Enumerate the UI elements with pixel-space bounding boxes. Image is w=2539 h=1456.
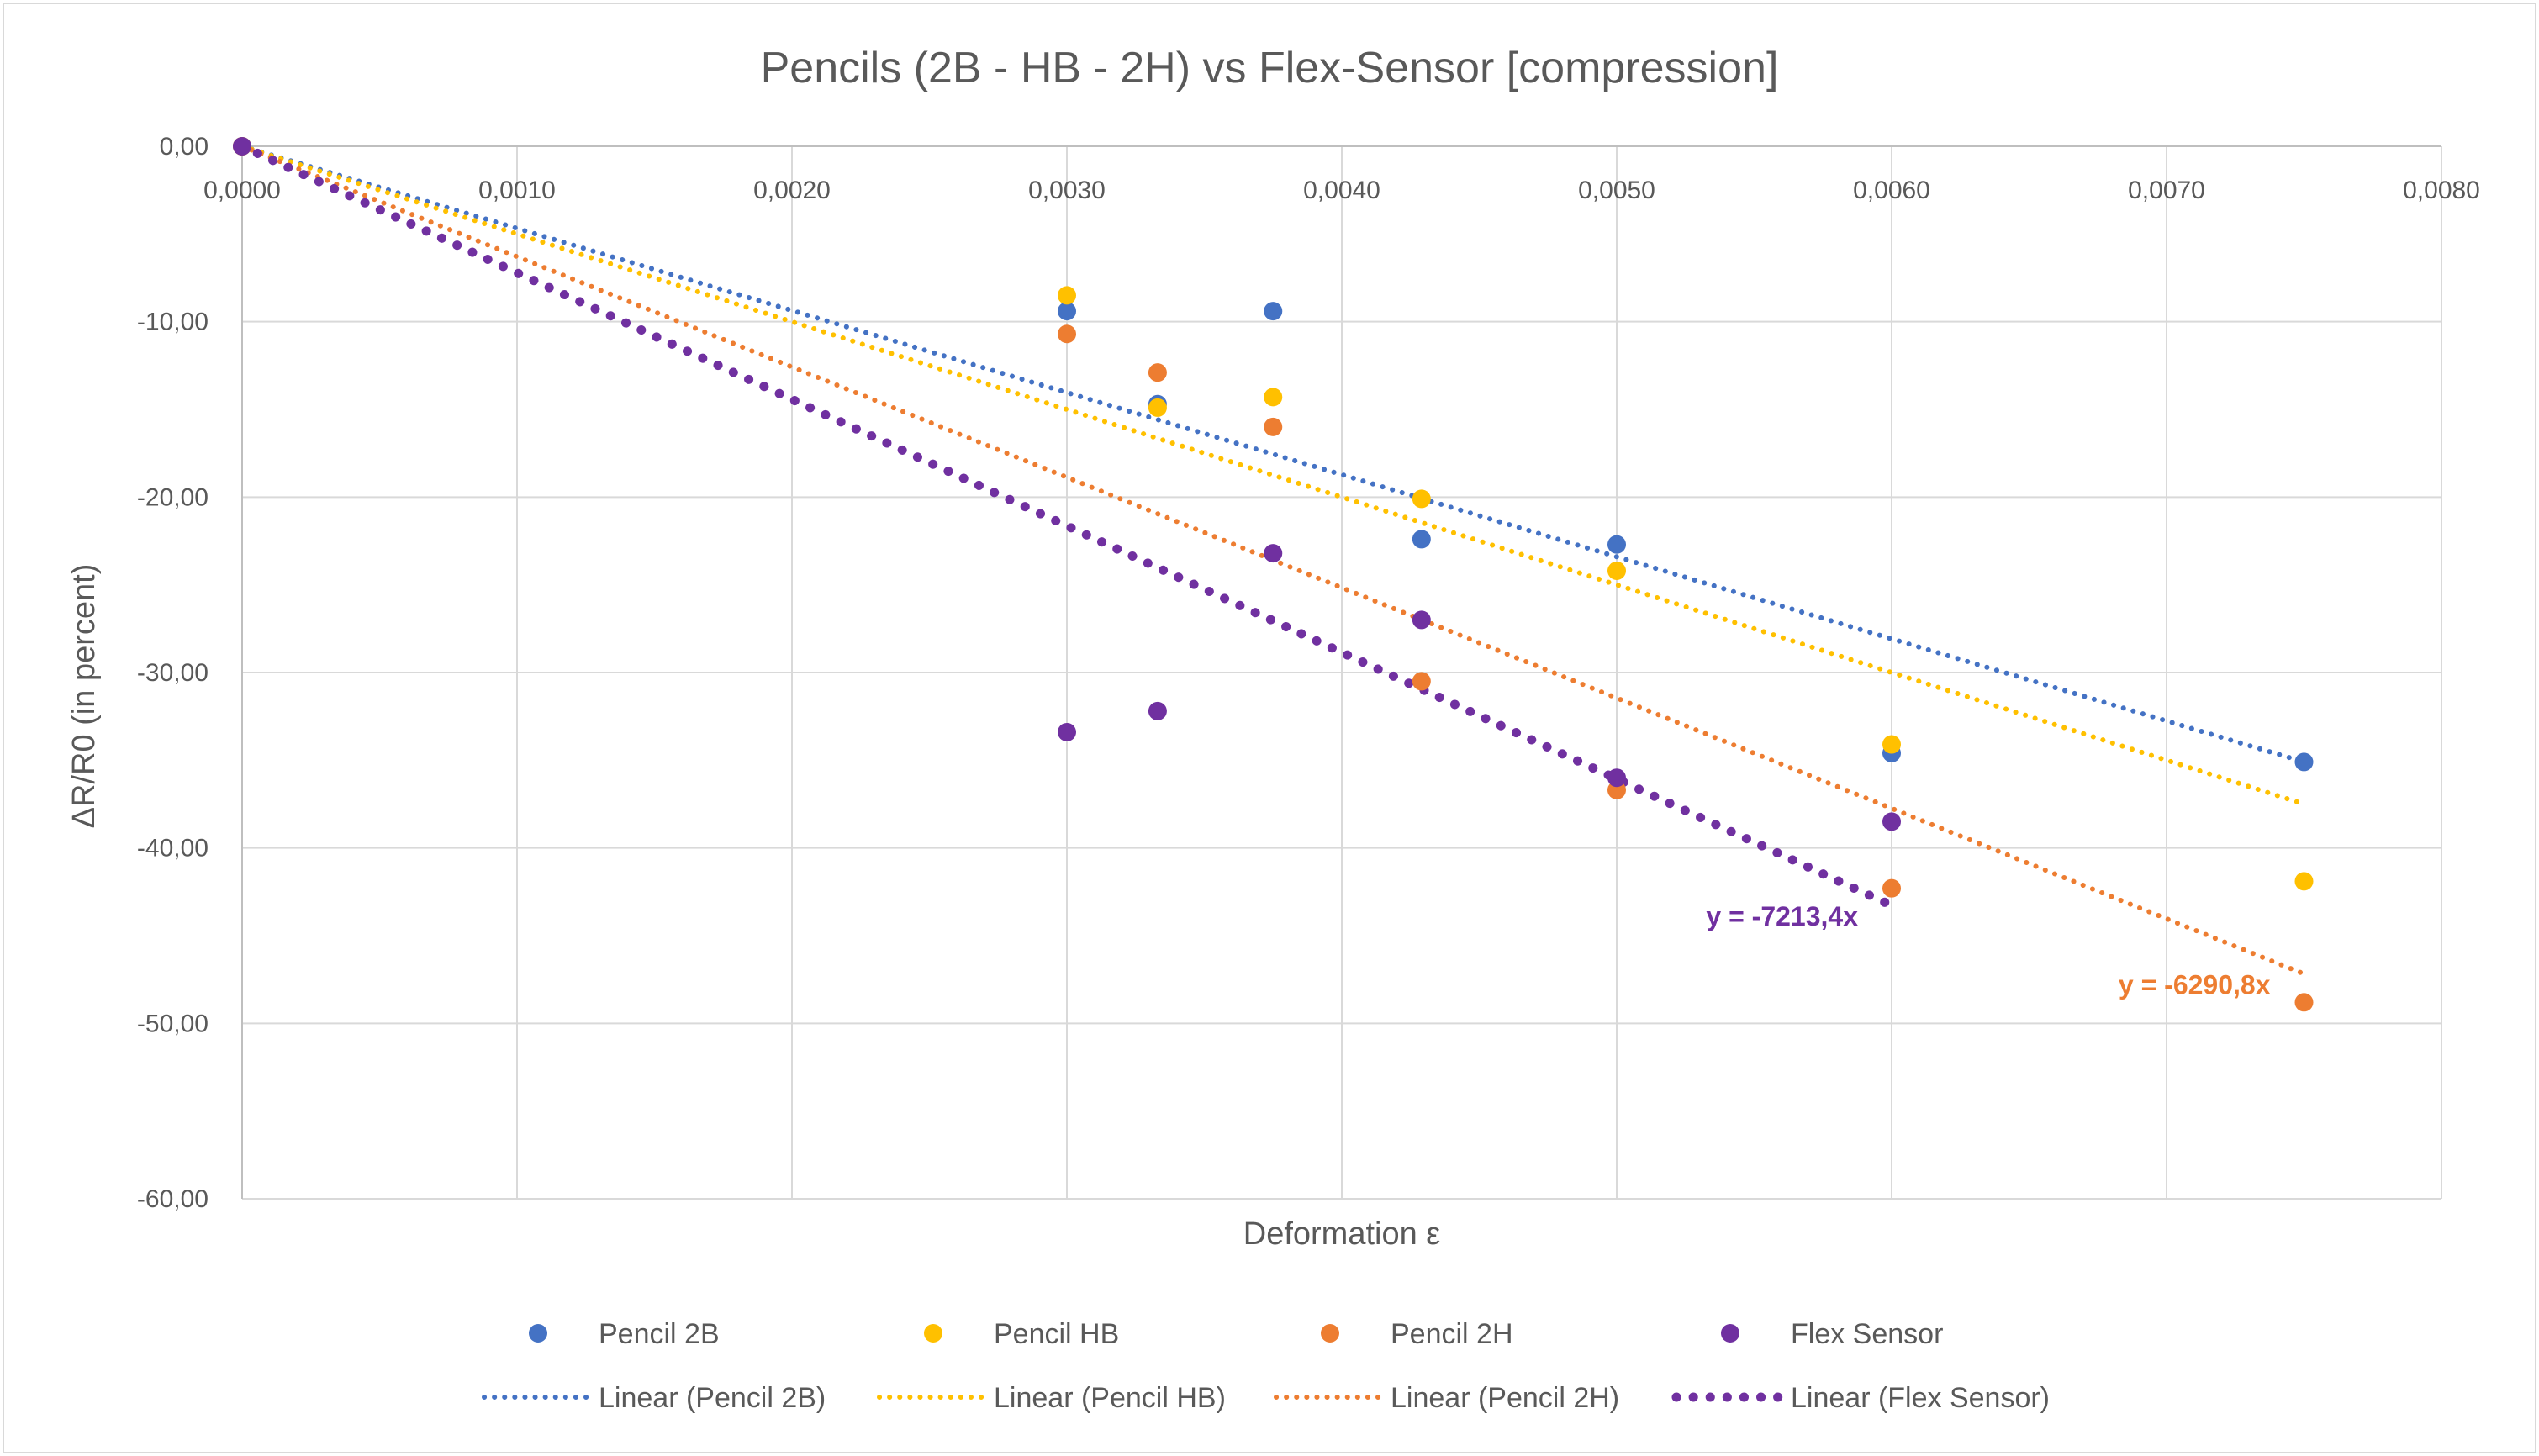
legend-marker: [924, 1324, 942, 1343]
x-tick-label: 0,0000: [203, 177, 281, 204]
data-point: [1882, 878, 1901, 898]
data-point: [2294, 993, 2314, 1012]
data-points: [233, 137, 2314, 1012]
y-tick-label: 0,00: [160, 133, 209, 161]
legend-entry: Pencil HB: [994, 1318, 1119, 1350]
legend-entry: Pencil 2B: [599, 1318, 720, 1350]
axes: [241, 145, 2441, 1199]
legend-marker: [1721, 1324, 1739, 1343]
trend-equation-label: y = -6290,8x: [2119, 970, 2271, 1000]
data-point: [1058, 286, 1076, 305]
legend-entry: Pencil 2H: [1391, 1318, 1513, 1350]
data-point: [1412, 610, 1431, 630]
data-point: [1148, 363, 1167, 382]
x-tick-label: 0,0080: [2403, 177, 2480, 204]
x-tick-label: 0,0020: [753, 177, 831, 204]
legend-trend-entry: Linear (Pencil 2B): [599, 1382, 826, 1414]
trendline: [237, 141, 1897, 910]
x-tick-label: 0,0010: [478, 177, 556, 204]
data-point: [1058, 324, 1076, 344]
data-point: [1607, 535, 1626, 554]
trend-equation-label: y = -7213,4x: [1706, 901, 1858, 931]
legend-marker: [529, 1324, 547, 1343]
data-point: [1264, 544, 1283, 563]
legend-trend-entry: Linear (Flex Sensor): [1791, 1382, 2050, 1414]
legend-entry: Flex Sensor: [1791, 1318, 1943, 1350]
legend: Pencil 2B Linear (Pencil 2B) Pencil HB Line…: [482, 1318, 2050, 1414]
data-point: [1882, 812, 1901, 831]
tick-labels: 0,0000 0,0010 0,0020 0,0030 0,0040 0,0050 0,00…: [137, 133, 2480, 1213]
x-tick-label: 0,0050: [1578, 177, 1655, 204]
x-tick-label: 0,0060: [1853, 177, 1930, 204]
chart-title: Pencils (2B - HB - 2H) vs Flex-Sensor [c…: [761, 44, 1779, 92]
y-tick-label: -40,00: [137, 835, 209, 863]
legend-trend-entry: Linear (Pencil HB): [994, 1382, 1226, 1414]
x-tick-label: 0,0070: [2128, 177, 2205, 204]
x-tick-label: 0,0030: [1028, 177, 1106, 204]
y-tick-label: -20,00: [137, 483, 209, 511]
trendline: [240, 144, 2307, 765]
legend-marker: [1321, 1324, 1339, 1343]
data-point: [1058, 722, 1076, 741]
y-tick-label: -10,00: [137, 309, 209, 336]
y-tick-label: -30,00: [137, 659, 209, 687]
data-point: [1058, 302, 1076, 321]
data-point: [1412, 489, 1431, 509]
data-point: [1148, 701, 1167, 720]
x-axis-title: Deformation ε: [1243, 1216, 1441, 1252]
data-point: [1148, 398, 1167, 417]
data-point: [1882, 735, 1901, 754]
y-tick-label: -60,00: [137, 1185, 209, 1213]
data-point: [1264, 417, 1283, 436]
data-point: [233, 137, 251, 156]
gridlines: [242, 146, 2442, 1200]
data-point: [1264, 388, 1283, 407]
x-tick-label: 0,0040: [1303, 177, 1380, 204]
data-point: [1264, 302, 1283, 321]
data-point: [1412, 530, 1431, 549]
data-point: [1607, 768, 1626, 788]
y-axis-title: ΔR/R0 (in percent): [66, 564, 102, 829]
trend-equations: y = -6290,8x y = -7213,4x: [1706, 901, 2270, 1000]
data-point: [1412, 672, 1431, 691]
data-point: [1607, 561, 1626, 580]
data-point: [2294, 872, 2314, 891]
legend-trend-entry: Linear (Pencil 2H): [1391, 1382, 1619, 1414]
data-point: [2294, 752, 2314, 772]
y-tick-label: -50,00: [137, 1010, 209, 1037]
